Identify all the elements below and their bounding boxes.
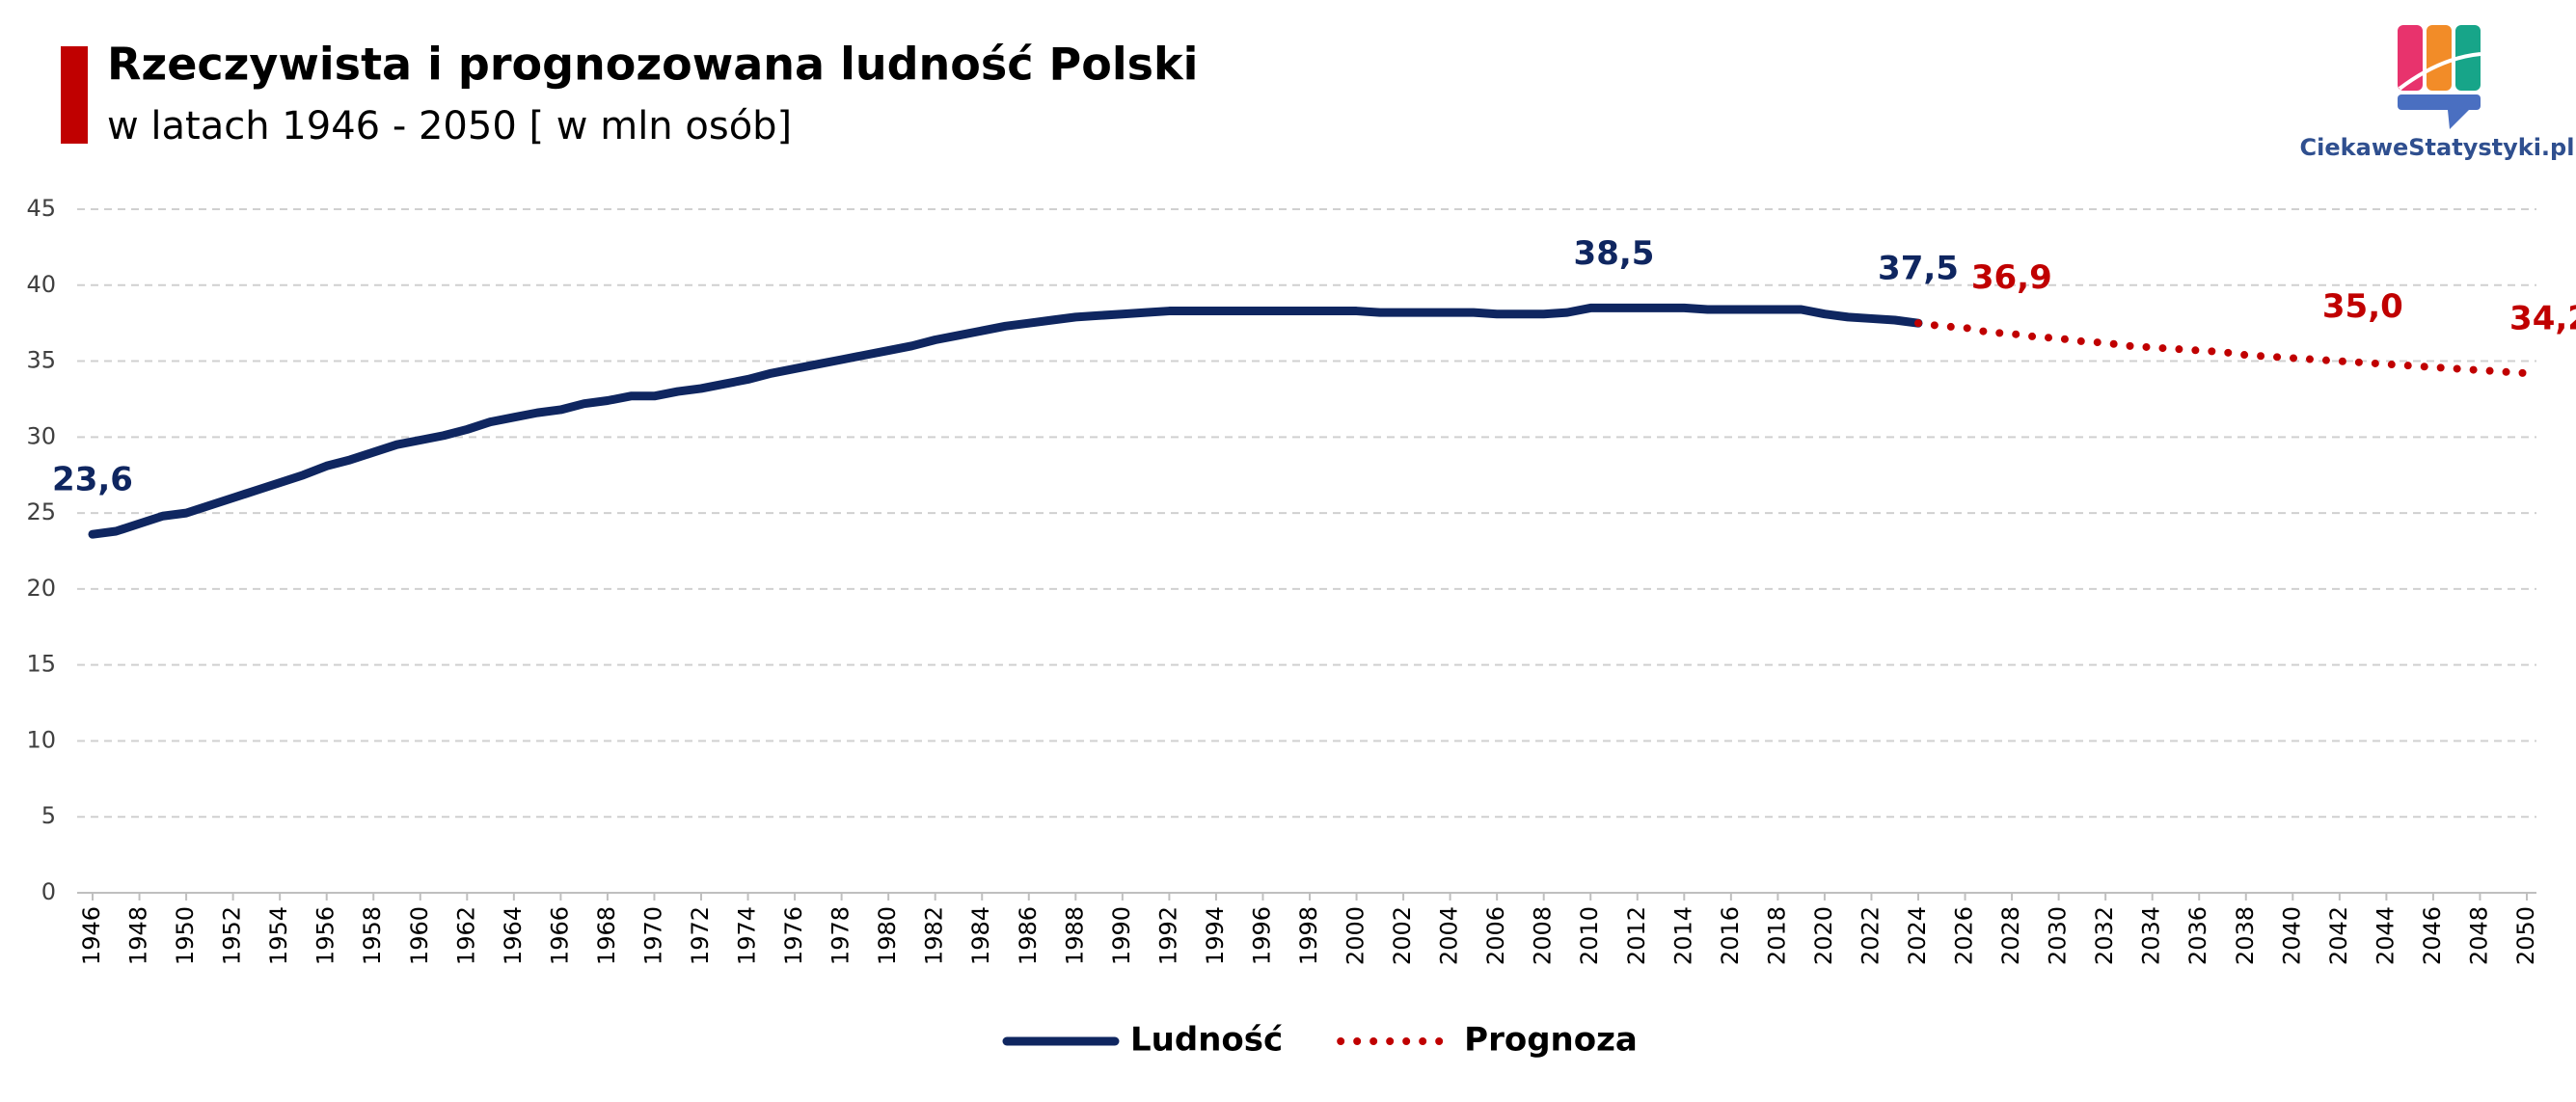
x-tick-label: 1980: [874, 906, 901, 965]
x-tick-label: 1974: [734, 906, 761, 965]
logo-base: [2398, 94, 2481, 110]
x-tick-label: 2006: [1482, 906, 1509, 965]
x-tick-label: 2016: [1717, 906, 1744, 965]
x-tick-label: 1950: [172, 906, 199, 965]
x-tick-label: 2044: [2372, 906, 2399, 965]
x-tick-label: 2046: [2419, 906, 2446, 965]
x-tick-label: 2014: [1669, 906, 1696, 965]
y-tick-label: 30: [26, 422, 56, 449]
y-tick-label: 25: [26, 498, 56, 525]
x-tick-label: 1956: [312, 906, 339, 965]
x-tick-label: 2008: [1530, 906, 1557, 965]
x-tick-label: 2036: [2184, 906, 2211, 965]
x-tick-label: 1994: [1202, 906, 1229, 965]
data-label: 23,6: [52, 461, 133, 499]
x-tick-label: 1960: [406, 906, 433, 965]
x-tick-label: 1970: [639, 906, 666, 965]
x-tick-label: 2034: [2138, 906, 2165, 965]
x-tick-label: 2050: [2512, 906, 2539, 965]
x-tick-label: 2024: [1904, 906, 1931, 965]
y-tick-label: 0: [41, 878, 56, 905]
y-tick-label: 20: [26, 575, 56, 602]
x-tick-label: 1978: [827, 906, 854, 965]
x-tick-label: 2026: [1951, 906, 1978, 965]
data-label: 37,5: [1878, 250, 1959, 288]
x-tick-label: 1954: [265, 906, 292, 965]
y-tick-label: 35: [26, 347, 56, 374]
logo-bar: [2398, 25, 2423, 91]
x-tick-label: 2038: [2232, 906, 2259, 965]
x-tick-label: 1982: [921, 906, 948, 965]
data-label: 36,9: [1971, 258, 2052, 297]
x-tick-label: 1976: [780, 906, 807, 965]
x-tick-label: 2000: [1342, 906, 1369, 965]
x-tick-label: 1992: [1154, 906, 1181, 965]
x-tick-label: 1988: [1061, 906, 1088, 965]
y-tick-label: 5: [41, 802, 56, 829]
legend-label: Prognoza: [1464, 1021, 1638, 1060]
chart-title: Rzeczywista i prognozowana ludność Polsk…: [107, 39, 1198, 91]
x-tick-label: 2004: [1436, 906, 1463, 965]
x-tick-label: 1948: [125, 906, 152, 965]
x-tick-label: 2018: [1763, 906, 1790, 965]
logo-pointer: [2448, 110, 2469, 129]
x-tick-label: 2040: [2278, 906, 2305, 965]
legend-label: Ludność: [1130, 1021, 1283, 1060]
logo-bar: [2427, 25, 2452, 91]
x-tick-label: 2048: [2465, 906, 2492, 965]
series-line: [88, 303, 1923, 539]
x-tick-label: 1968: [593, 906, 620, 965]
x-tick-label: 1986: [1015, 906, 1042, 965]
x-tick-label: 2030: [2045, 906, 2072, 965]
data-label: 34,2: [2509, 300, 2576, 338]
x-tick-label: 1996: [1248, 906, 1275, 965]
data-label: 38,5: [1574, 234, 1655, 273]
x-tick-label: 2042: [2325, 906, 2352, 965]
logo-curve: [2398, 52, 2481, 91]
x-tick-label: 1962: [452, 906, 479, 965]
x-tick-label: 1966: [546, 906, 573, 965]
x-tick-label: 2010: [1576, 906, 1603, 965]
x-tick-label: 1958: [359, 906, 386, 965]
x-tick-label: 1964: [500, 906, 527, 965]
y-tick-label: 45: [26, 195, 56, 222]
x-tick-label: 2022: [1857, 906, 1884, 965]
y-tick-label: 15: [26, 651, 56, 678]
logo-bar: [2455, 25, 2481, 91]
x-tick-label: 2032: [2091, 906, 2118, 965]
title-accent: [61, 46, 88, 144]
chart-subtitle: w latach 1946 - 2050 [ w mln osób]: [107, 104, 792, 148]
x-tick-label: 2012: [1623, 906, 1650, 965]
x-tick-label: 1952: [219, 906, 246, 965]
x-tick-label: 2020: [1810, 906, 1837, 965]
x-tick-label: 2028: [1997, 906, 2024, 965]
x-tick-label: 1946: [78, 906, 105, 965]
x-tick-label: 1998: [1295, 906, 1322, 965]
data-label: 35,0: [2322, 287, 2403, 326]
y-tick-label: 10: [26, 726, 56, 753]
x-tick-label: 2002: [1389, 906, 1416, 965]
logo-text: CiekaweStatystyki.pl: [2300, 134, 2575, 161]
logo: CiekaweStatystyki.pl: [2300, 25, 2575, 161]
y-tick-label: 40: [26, 271, 56, 298]
x-tick-label: 1972: [687, 906, 714, 965]
series-line: [1914, 319, 2531, 378]
x-tick-label: 1990: [1108, 906, 1135, 965]
x-tick-label: 1984: [967, 906, 994, 965]
